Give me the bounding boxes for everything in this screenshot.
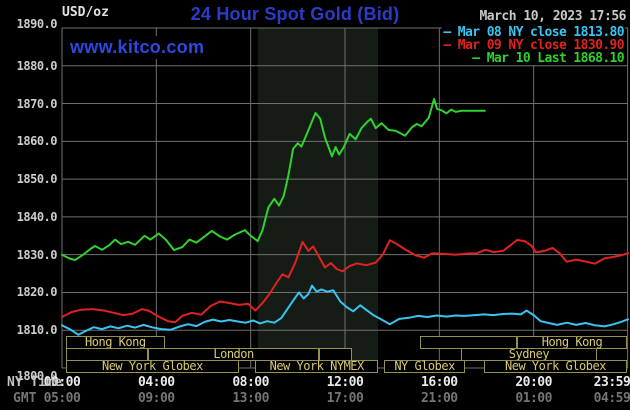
x-axis-tick-ny: 04:00 (138, 375, 175, 390)
chart-datetime: March 10, 2023 17:56 (479, 9, 626, 24)
session-label: Sydney (508, 347, 550, 361)
x-axis-tick-gmt: 04:59 (593, 391, 630, 406)
x-axis-tick-gmt: 21:00 (421, 391, 458, 406)
session-label: NY Globex (394, 359, 455, 373)
chart-title: 24 Hour Spot Gold (Bid) (190, 4, 400, 24)
x-axis-tick-ny: 16:00 (421, 375, 458, 390)
x-axis-tick-gmt: 17:00 (326, 391, 364, 406)
legend-item: – Mar 10 Last 1868.10 (442, 52, 625, 65)
nymex-hours-band (257, 28, 379, 372)
y-axis-tick: 1850.0 (16, 172, 58, 187)
y-axis-tick: 1830.0 (16, 247, 58, 262)
session-box-new-york-globex: New York Globex (66, 360, 239, 373)
x-axis-tick-gmt: 01:00 (515, 391, 552, 406)
series-line-mar09 (61, 238, 629, 324)
y-axis-tick: 1800.0 (16, 369, 58, 383)
session-label: New York Globex (505, 359, 606, 373)
legend-item: – Mar 09 NY close 1830.90 (442, 39, 625, 52)
y-axis-tick: 1890.0 (16, 17, 58, 31)
legend-label: Mar 09 NY close 1830.90 (457, 38, 625, 53)
series-line-mar08 (61, 284, 629, 336)
x-axis-tick-ny: 20:00 (515, 375, 552, 390)
kitco-watermark: www.kitco.com (66, 36, 209, 59)
session-label: Hong Kong (541, 335, 603, 349)
session-box-hong-kong: Hong Kong (517, 336, 627, 349)
x-axis-tick-ny: 12:00 (326, 375, 364, 390)
session-box-new-york-globex: New York Globex (484, 360, 627, 373)
x-axis-ny-label: NY Time (7, 375, 62, 390)
y-axis-tick: 1870.0 (16, 96, 58, 111)
legend-label: Mar 08 NY close 1813.80 (457, 25, 625, 40)
legend-item: – Mar 08 NY close 1813.80 (442, 26, 625, 39)
x-axis-tick-ny: 00:00 (43, 375, 81, 390)
x-axis-tick-ny: 08:00 (232, 375, 269, 390)
x-axis-tick-ny: 23:59 (593, 375, 630, 390)
series-line-mar10 (61, 98, 486, 261)
y-axis-unit-label: USD/oz (62, 5, 109, 20)
legend-dash-icon: – (472, 51, 487, 66)
y-axis-tick: 1810.0 (16, 323, 58, 338)
legend-dash-icon: – (443, 25, 458, 40)
session-box-new-york-nymex: New York NYMEX (255, 360, 378, 373)
y-axis-tick: 1860.0 (16, 134, 58, 149)
session-label: New York NYMEX (269, 359, 365, 373)
y-axis-tick: 1880.0 (16, 58, 58, 73)
session-label: London (213, 347, 254, 361)
chart-legend: – Mar 08 NY close 1813.80– Mar 09 NY clo… (442, 26, 625, 65)
y-axis-tick: 1820.0 (16, 285, 58, 300)
x-axis-tick-gmt: 09:00 (138, 391, 175, 406)
x-axis-gmt-label: GMT (13, 391, 37, 406)
legend-label: Mar 10 Last 1868.10 (486, 51, 625, 66)
legend-dash-icon: – (443, 38, 458, 53)
session-label: New York Globex (101, 359, 203, 373)
x-axis-tick-gmt: 05:00 (43, 391, 81, 406)
session-label: Hong Kong (85, 335, 146, 349)
session-box-ny-globex: NY Globex (383, 359, 466, 373)
y-axis-tick: 1840.0 (16, 209, 58, 224)
x-axis-tick-gmt: 13:00 (232, 391, 269, 406)
